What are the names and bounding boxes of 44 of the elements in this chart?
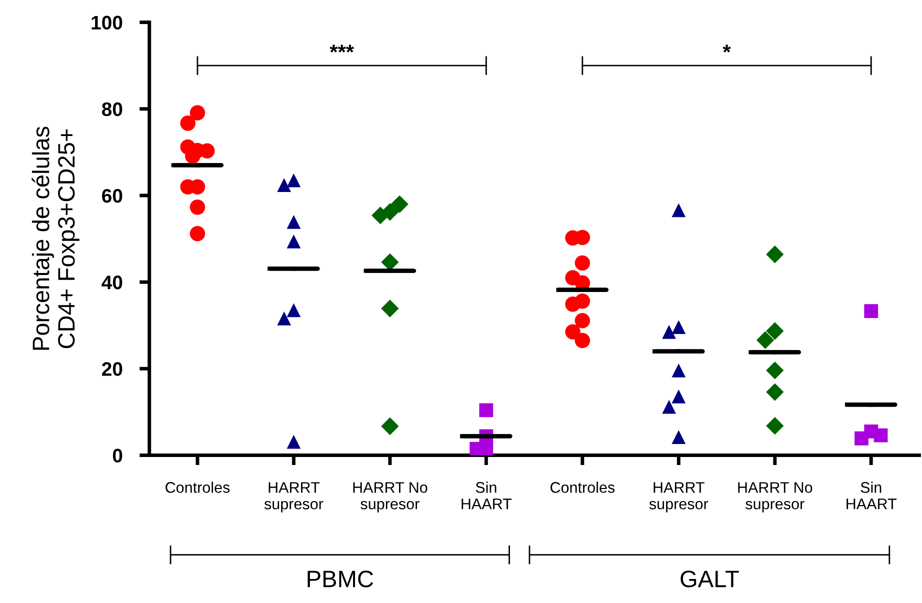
text: PBMC: [308, 570, 374, 588]
x-tick-label: Controles: [550, 482, 615, 493]
point: [574, 332, 590, 348]
point: [286, 173, 301, 188]
point: [479, 403, 494, 418]
point: [766, 246, 784, 264]
point: [672, 430, 686, 444]
point: [381, 300, 399, 318]
point: [766, 416, 784, 435]
point: [286, 434, 301, 449]
annotation: *: [722, 44, 731, 53]
point: [864, 304, 878, 318]
y-tick-label: 100: [92, 16, 122, 30]
x-tick-label: HARRT No supresor: [738, 482, 812, 512]
x-tick-label: Controles: [166, 482, 230, 493]
text: GALT: [680, 570, 739, 588]
point: [286, 303, 301, 318]
y-tick-label: 80: [102, 102, 122, 116]
x-tick-label: HARRT supresor: [264, 482, 324, 512]
point: [766, 362, 784, 380]
y-axis-title: Porcentaje de células CD4+ Foxp3+CD25+: [32, 126, 80, 350]
x-tick-label: Sin HAART: [462, 482, 512, 510]
point: [381, 417, 399, 436]
point: [190, 226, 206, 242]
x-tick-label: HARRT No supresor: [353, 482, 428, 512]
point: [286, 214, 301, 229]
point: [286, 234, 301, 248]
y-tick-label: 60: [102, 188, 122, 203]
point: [672, 389, 686, 404]
y-tick-label: 40: [102, 276, 122, 290]
point: [190, 105, 206, 120]
x-tick-label: HARRT supresor: [649, 482, 708, 512]
point: [672, 320, 686, 334]
point: [766, 383, 784, 401]
y-tick-label: 20: [102, 362, 122, 376]
point: [672, 363, 686, 378]
y-tick-label: 0: [112, 448, 122, 462]
point: [190, 200, 206, 215]
point: [574, 312, 590, 328]
x-tick-label: Sin HAART: [846, 482, 897, 510]
annotation: ***: [330, 44, 354, 53]
point: [766, 322, 784, 340]
point: [672, 203, 686, 218]
point: [574, 255, 590, 271]
